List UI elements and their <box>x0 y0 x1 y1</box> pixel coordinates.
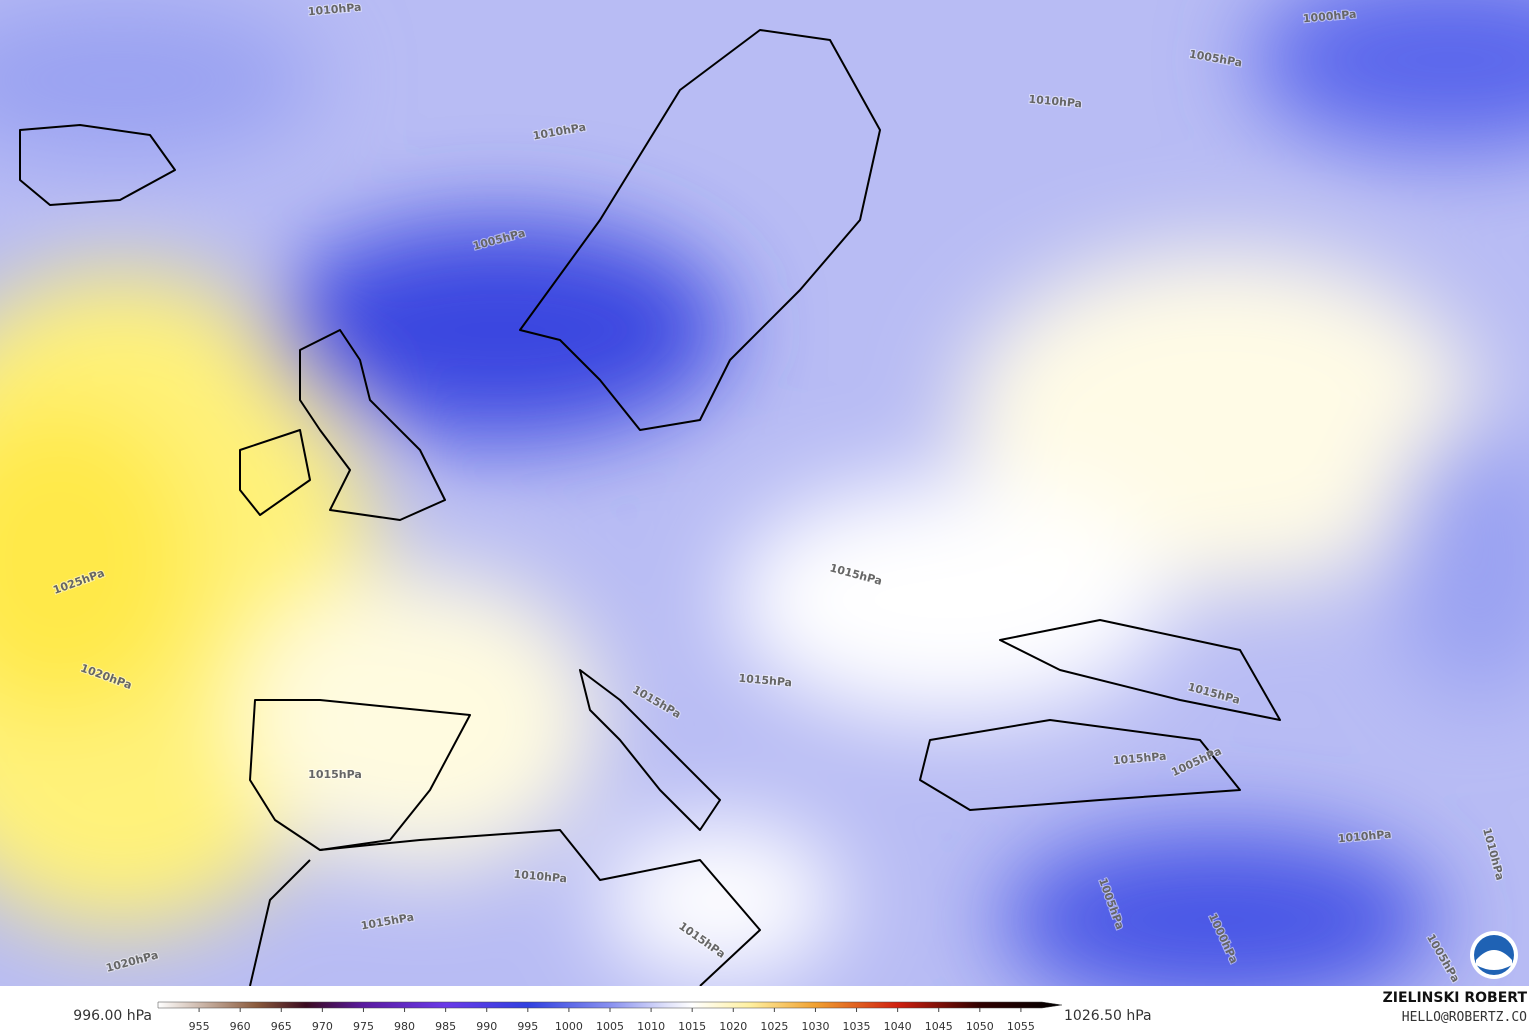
colorbar-tick-label: 980 <box>394 1020 415 1033</box>
colorbar-tick-label: 1050 <box>966 1020 994 1033</box>
pressure-field: 1010hPa1010hPa1005hPa1000hPa1005hPa1010h… <box>0 0 1529 986</box>
colorbar-tick-label: 1035 <box>843 1020 871 1033</box>
colorbar-tick-label: 955 <box>189 1020 210 1033</box>
colorbar-tick-label: 1020 <box>719 1020 747 1033</box>
colorbar-tick-label: 965 <box>271 1020 292 1033</box>
isobar-label: 1010hPa <box>307 1 362 19</box>
isobar-label: 1015hPa <box>1112 750 1167 768</box>
colorbar-tick-label: 1010 <box>637 1020 665 1033</box>
isobar-label: 1000hPa <box>1302 8 1357 26</box>
isobar-label: 1015hPa <box>738 672 793 690</box>
colorbar-tick-label: 960 <box>230 1020 251 1033</box>
colorbar-scale <box>157 1001 1063 1009</box>
credit-name: ZIELINSKI ROBERT <box>1383 990 1528 1006</box>
colorbar-max-label: 1026.50 hPa <box>1064 1008 1152 1024</box>
colorbar-tick-label: 1005 <box>596 1020 624 1033</box>
colorbar-min-label: 996.00 hPa <box>73 1008 152 1024</box>
colorbar-tick-label: 1030 <box>801 1020 829 1033</box>
colorbar-tick-label: 1055 <box>1007 1020 1035 1033</box>
colorbar-tick-label: 1015 <box>678 1020 706 1033</box>
colorbar: 996.00 hPa 1026.50 hPa 955 960 965 970 975 98… <box>73 1001 1152 1033</box>
isobar-label: 1010hPa <box>1337 828 1392 846</box>
colorbar-tick-label: 970 <box>312 1020 333 1033</box>
colorbar-tick-label: 975 <box>353 1020 374 1033</box>
isobar-label: 1010hPa <box>513 868 568 886</box>
colorbar-tick-label: 990 <box>476 1020 497 1033</box>
colorbar-tick-label: 1025 <box>760 1020 788 1033</box>
colorbar-tick-label: 1000 <box>555 1020 583 1033</box>
noaa-logo <box>1470 931 1518 979</box>
colorbar-tick-label: 995 <box>517 1020 538 1033</box>
colorbar-tick-label: 1040 <box>884 1020 912 1033</box>
colorbar-tick-label: 1045 <box>925 1020 953 1033</box>
credit-email: HELLO@ROBERTZ.CO <box>1402 1010 1527 1025</box>
colorbar-tick-label: 985 <box>435 1020 456 1033</box>
isobar-label: 1015hPa <box>308 768 362 781</box>
coastlines <box>19 29 1281 986</box>
isobar-label: 1010hPa <box>1028 93 1083 111</box>
